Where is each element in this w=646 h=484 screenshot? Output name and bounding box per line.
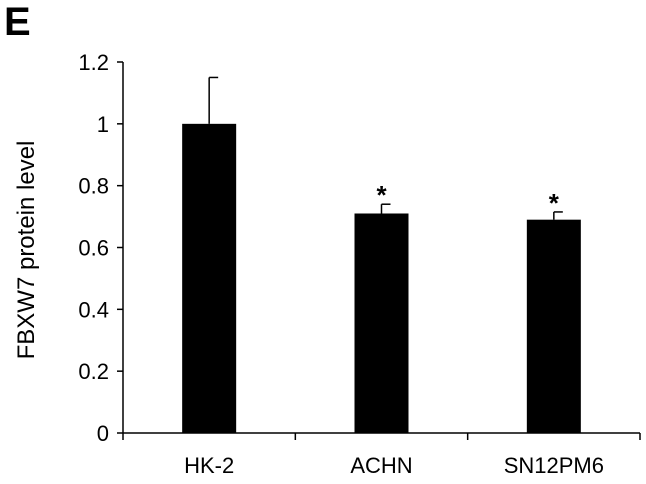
panel-label: E [4,0,31,44]
y-tick-label: 0.4 [78,297,109,322]
y-tick-label: 0 [97,421,109,446]
x-category-label: HK-2 [184,453,234,478]
y-tick-label: 0.2 [78,359,109,384]
y-axis-title: FBXW7 protein level [13,141,40,360]
x-axis: HK-2 ACHN SN12PM6 [122,432,641,478]
y-tick-label: 0.8 [78,174,109,199]
error-bars [208,76,563,220]
x-category-label: ACHN [350,453,412,478]
y-axis: 0 0.2 0.4 0.6 0.8 1 1.2 [78,50,124,446]
bars [182,123,581,433]
y-tick-label: 1.2 [78,50,109,75]
bar [526,219,581,433]
bar [182,123,237,433]
x-category-label: SN12PM6 [504,453,604,478]
significance-asterisk: * [376,180,387,210]
significance-asterisk: * [549,188,560,218]
y-tick-label: 0.6 [78,236,109,261]
y-tick-label: 1 [97,112,109,137]
significance-annotations: * * [376,180,559,218]
bar [354,213,409,433]
